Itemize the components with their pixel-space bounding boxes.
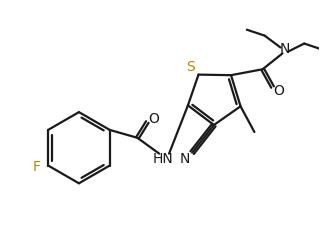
- Text: HN: HN: [153, 152, 174, 166]
- Text: O: O: [148, 112, 159, 126]
- Text: F: F: [32, 160, 40, 174]
- Text: N: N: [180, 152, 190, 166]
- Text: S: S: [186, 60, 195, 74]
- Text: N: N: [279, 42, 290, 57]
- Text: O: O: [273, 84, 284, 98]
